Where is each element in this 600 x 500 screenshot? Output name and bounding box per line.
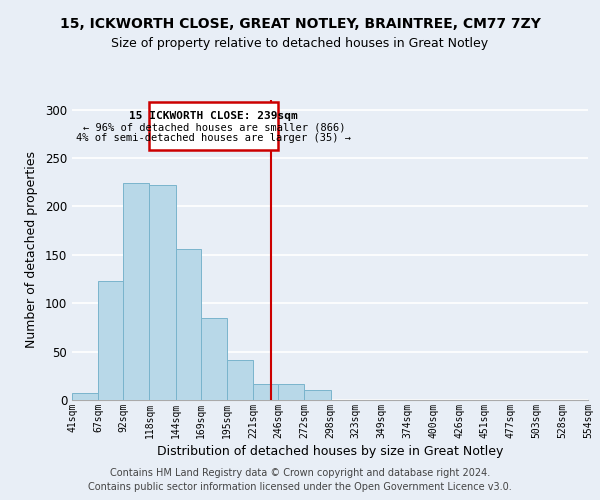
Bar bbox=[72, 393, 98, 400]
Bar bbox=[304, 390, 331, 400]
X-axis label: Distribution of detached houses by size in Great Notley: Distribution of detached houses by size … bbox=[157, 445, 503, 458]
Bar bbox=[149, 185, 176, 400]
Bar bbox=[227, 360, 253, 400]
Text: 15, ICKWORTH CLOSE, GREAT NOTLEY, BRAINTREE, CM77 7ZY: 15, ICKWORTH CLOSE, GREAT NOTLEY, BRAINT… bbox=[59, 18, 541, 32]
FancyBboxPatch shape bbox=[149, 102, 278, 150]
Text: Contains public sector information licensed under the Open Government Licence v3: Contains public sector information licen… bbox=[88, 482, 512, 492]
Text: 4% of semi-detached houses are larger (35) →: 4% of semi-detached houses are larger (3… bbox=[76, 132, 352, 142]
Text: Contains HM Land Registry data © Crown copyright and database right 2024.: Contains HM Land Registry data © Crown c… bbox=[110, 468, 490, 477]
Text: Size of property relative to detached houses in Great Notley: Size of property relative to detached ho… bbox=[112, 38, 488, 51]
Text: 15 ICKWORTH CLOSE: 239sqm: 15 ICKWORTH CLOSE: 239sqm bbox=[130, 112, 298, 122]
Bar bbox=[176, 249, 201, 400]
Bar bbox=[278, 384, 304, 400]
Bar bbox=[253, 384, 278, 400]
Bar bbox=[98, 281, 123, 400]
Y-axis label: Number of detached properties: Number of detached properties bbox=[25, 152, 38, 348]
Bar bbox=[123, 183, 149, 400]
Bar bbox=[201, 318, 227, 400]
Text: ← 96% of detached houses are smaller (866): ← 96% of detached houses are smaller (86… bbox=[83, 122, 345, 132]
